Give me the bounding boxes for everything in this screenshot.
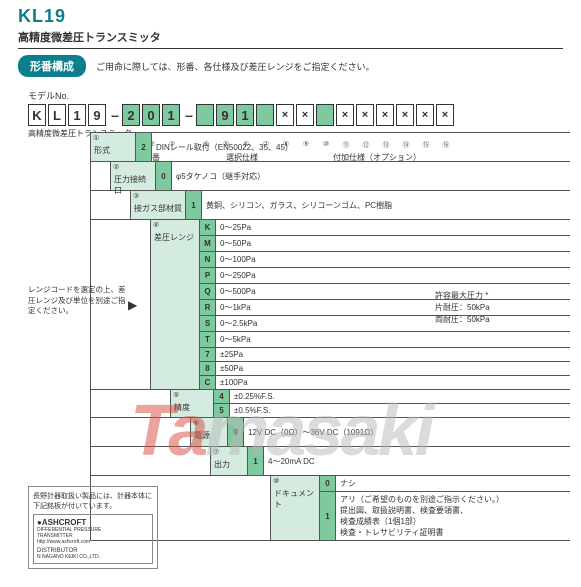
code: K: [200, 220, 216, 235]
range-note: レンジコードを選定の上、差圧レンジ及び単位を別途ご指定ください。: [28, 285, 128, 317]
mbox-x: ×: [336, 104, 354, 126]
desc: 0～50Pa: [216, 236, 570, 251]
desc: ±0.25%F.S.: [230, 390, 570, 403]
code: M: [200, 236, 216, 251]
code: C: [200, 376, 216, 389]
mbox-g: 1: [236, 104, 254, 126]
desc: 0～2.5kPa: [216, 316, 570, 331]
mbox-x: ×: [376, 104, 394, 126]
lbl-text: 出力: [214, 459, 230, 470]
mbox-g: 0: [142, 104, 160, 126]
page-subtitle: 高精度微差圧トランスミッタ: [18, 29, 563, 49]
code: 0: [156, 162, 172, 190]
desc: 4～20mA DC: [264, 447, 570, 475]
section-note: ご用命に際しては、形番、各仕様及び差圧レンジをご指定ください。: [96, 60, 375, 73]
mbox-x: ×: [356, 104, 374, 126]
desc: DINレール取付（EN50022、35、45）: [152, 133, 570, 161]
code: 5: [214, 404, 230, 417]
page-title: KL19: [18, 6, 581, 27]
code: P: [200, 268, 216, 283]
mbox-g: [316, 104, 334, 126]
code: T: [200, 332, 216, 347]
desc: 0～250Pa: [216, 268, 570, 283]
lbl-text: 精度: [174, 402, 190, 413]
code: N: [200, 252, 216, 267]
mbox: 1: [68, 104, 86, 126]
lbl-text: ドキュメント: [274, 488, 316, 510]
desc: ±25Pa: [216, 348, 570, 361]
mbox-x: ×: [296, 104, 314, 126]
lbl-text: 差圧レンジ: [154, 232, 194, 243]
code: 0: [320, 476, 336, 491]
model-row: K L 1 9 – 2 0 1 – 9 1 × × × × × × × ×: [28, 104, 581, 126]
desc: 12V DC（0Ω）～36V DC（1091Ω）: [244, 418, 570, 446]
desc: 0～100Pa: [216, 252, 570, 267]
code: 1: [248, 447, 264, 475]
mbox-x: ×: [436, 104, 454, 126]
desc: ±0.5%F.S.: [230, 404, 570, 417]
mbox-g: [196, 104, 214, 126]
desc: ナシ: [336, 476, 570, 491]
code: 9: [228, 418, 244, 446]
arrow-icon: ▶: [128, 298, 137, 312]
mbox-g: 9: [216, 104, 234, 126]
mbox: K: [28, 104, 46, 126]
code: Q: [200, 284, 216, 299]
desc: 0～1kPa: [216, 300, 570, 315]
desc: 0～5kPa: [216, 332, 570, 347]
mbox-g: 2: [122, 104, 140, 126]
lbl-text: 電源: [194, 430, 210, 441]
lbl-text: 接ガス部材質: [134, 203, 182, 214]
code: 4: [214, 390, 230, 403]
desc: 0～500Pa: [216, 284, 570, 299]
mbox-x: ×: [276, 104, 294, 126]
lbl-text: 形式: [94, 145, 110, 156]
pressure-note: 許容最大圧力 * 片耐圧：50kPa 両耐圧：50kPa: [435, 290, 490, 326]
mbox: L: [48, 104, 66, 126]
brand: ●ASHCROFT: [37, 518, 149, 527]
code: 7: [200, 348, 216, 361]
mbox-x: ×: [416, 104, 434, 126]
code: 1: [186, 191, 202, 219]
dash: –: [108, 104, 122, 126]
code: 8: [200, 362, 216, 375]
desc: 0～25Pa: [216, 220, 570, 235]
dash: –: [182, 104, 196, 126]
spec-tree: ①形式 2 DINレール取付（EN50022、35、45） ②圧力接続口 0 φ…: [90, 132, 570, 541]
desc: 黄銅、シリコン、ガラス、シリコーンゴム、PC樹脂: [202, 191, 570, 219]
code: R: [200, 300, 216, 315]
code: S: [200, 316, 216, 331]
mbox-x: ×: [396, 104, 414, 126]
section-tab: 形番構成: [18, 55, 86, 77]
model-label: モデルNo.: [28, 89, 581, 102]
mbox-g: 1: [162, 104, 180, 126]
desc: ±50Pa: [216, 362, 570, 375]
code: 2: [136, 133, 152, 161]
code: 1: [320, 492, 336, 540]
mbox: 9: [88, 104, 106, 126]
desc: アリ（ご希望のものを別途ご指示ください。） 提出図、取扱説明書、検査要領書、 検…: [336, 492, 570, 540]
desc: ±100Pa: [216, 376, 570, 389]
footer-box: 長野計器取扱い製品には、計器本体に下記銘板が付いています。 ●ASHCROFT …: [28, 486, 158, 569]
desc: φ5タケノコ（継手対応）: [172, 162, 570, 190]
mbox-g: [256, 104, 274, 126]
